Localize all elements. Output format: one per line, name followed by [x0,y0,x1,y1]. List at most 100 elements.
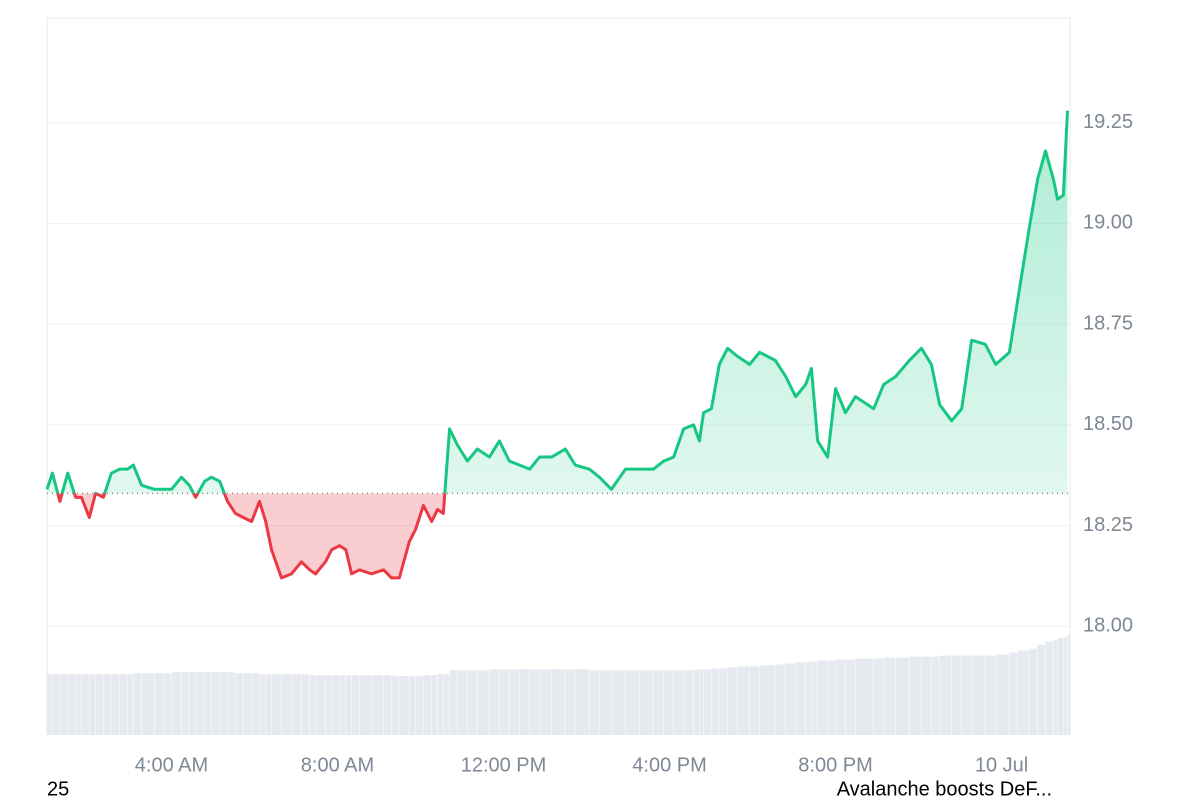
volume-bar [539,669,552,735]
volume-bar [477,670,489,735]
volume-bar [795,662,806,735]
volume-bar [737,666,750,735]
volume-bar [189,672,196,735]
volume-bar [243,673,252,735]
volume-bar [265,674,272,735]
volume-bar [181,672,189,735]
volume-bar [663,670,674,735]
volume-bar [457,670,467,735]
volume-bar [67,674,76,735]
x-tick-label: 12:00 PM [461,754,547,776]
volume-bar [727,667,738,735]
y-tick-label: 19.00 [1083,212,1133,234]
volume-bar [119,674,128,735]
volume-bar [309,675,316,735]
volume-bar [259,674,266,735]
volume-bar [811,661,818,735]
volume-bar [301,674,310,735]
volume-bar [1017,650,1029,735]
volume-bar [785,663,796,735]
volume-bar [719,668,728,735]
price-line-down [56,493,447,580]
y-tick-label: 18.25 [1083,514,1133,536]
y-tick-label: 18.50 [1083,413,1133,435]
volume-bar [599,670,611,735]
volume-bar [339,675,346,735]
volume-bar [589,670,599,735]
volume-bar [443,674,450,735]
volume-bar [345,675,352,735]
volume-bar [683,670,694,735]
volume-bar [111,674,120,735]
volume-bar [1057,637,1063,735]
volume-bar [219,672,228,735]
x-tick-label: 4:00 PM [632,754,706,776]
volume-bar [383,675,391,735]
volume-bar [509,669,520,735]
volume-bar [127,674,133,735]
frame [46,17,1071,735]
volume-bar [817,660,828,735]
volume-bar [499,669,509,735]
volume-bar [133,673,142,735]
volume-bar [909,656,921,735]
volume-bar [749,666,760,735]
volume-bar [1053,639,1058,735]
volume-bar [1067,635,1070,735]
volume-bar [995,654,1009,735]
volume-bar [961,655,972,735]
volume-bar [519,669,530,735]
volume-bar [315,675,325,735]
volume-bar [423,675,432,735]
area-up [47,110,1068,494]
volume-bar [47,674,52,735]
volume-bar [415,676,423,735]
volume-bar [711,668,719,735]
volume-bar [951,655,962,735]
volume-bar [371,675,384,735]
volume-bar [52,674,60,735]
volume-bar [971,655,985,735]
volume-bar [489,669,499,735]
x-tick-label: 4:00 AM [135,754,208,776]
volume-bar [883,657,896,735]
volume-bar [855,658,874,735]
volume-bar [673,670,684,735]
volume-bar [565,669,575,735]
volume-bar [835,659,845,735]
volume-bar [95,674,103,735]
volume-bar [625,670,640,735]
footer-left: 25 [47,778,69,800]
volume-bar [759,665,775,735]
volume-bar [211,672,220,735]
volume-bar [204,672,211,735]
volume-bar [391,676,399,735]
volume-bar [985,655,996,735]
volume-bar [154,673,164,735]
area-down [47,493,1068,578]
volume-bar [164,673,172,735]
volume-bar [325,675,332,735]
x-tick-label: 8:00 PM [798,754,872,776]
volume-bar [639,670,653,735]
volume-bar [939,655,952,735]
volume-bar [699,669,704,735]
volume-bar [331,675,340,735]
volume-bar [449,670,457,735]
plot: 18.00 18.25 18.50 18.75 19.00 19.25 4:00 AM 8:0… [45,110,1133,776]
volume-bar [351,675,360,735]
volume-bar [827,660,836,735]
volume-bar [895,657,909,735]
volume-bar [703,669,711,735]
volume-bar [805,661,811,735]
x-tick-label: 8:00 AM [301,754,374,776]
volume-bar [89,674,96,735]
footer-right: Avalanche boosts DeF... [837,778,1052,800]
volume-bar [271,674,281,735]
volume-bar [775,664,786,735]
volume-bar [227,672,235,735]
y-tick-label: 19.25 [1083,111,1133,133]
volume-bar [931,656,940,735]
volume-bar [529,669,540,735]
